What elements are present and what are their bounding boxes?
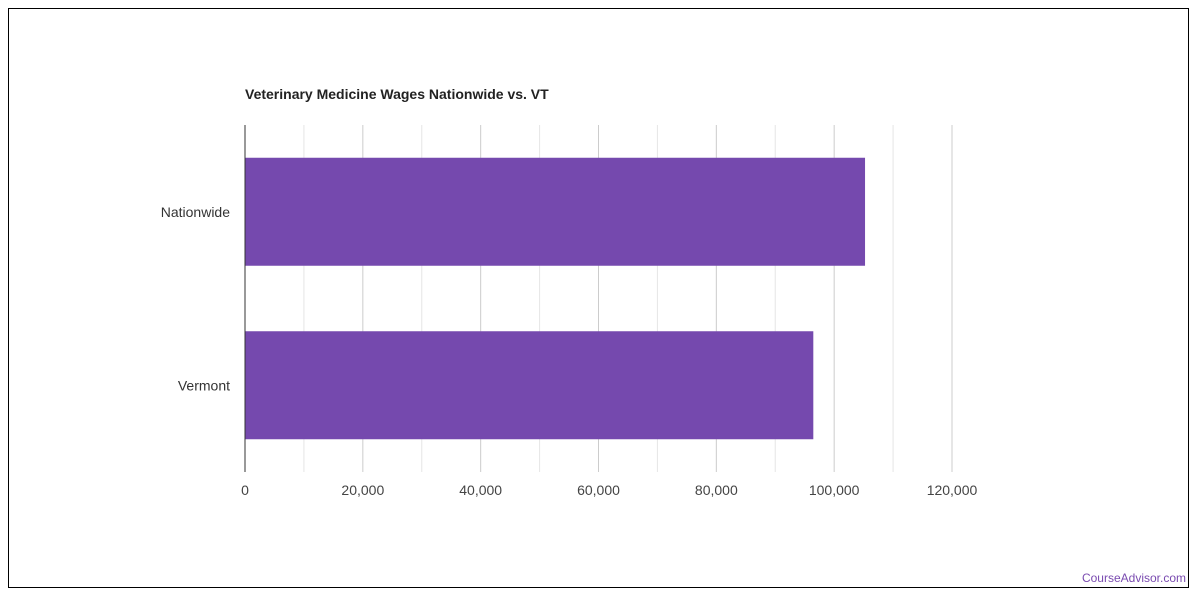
- bar-nationwide: [245, 157, 866, 266]
- chart-title: Veterinary Medicine Wages Nationwide vs.…: [245, 86, 549, 102]
- x-tick-label: 40,000: [459, 482, 502, 498]
- bars: [245, 157, 866, 440]
- category-label: Nationwide: [161, 204, 230, 220]
- bar-vermont: [245, 331, 814, 440]
- x-tick-label: 60,000: [577, 482, 620, 498]
- watermark: CourseAdvisor.com: [1081, 571, 1186, 585]
- x-tick-label: 20,000: [341, 482, 384, 498]
- x-tick-label: 80,000: [695, 482, 738, 498]
- labels: Nationwide Vermont 0 20,000 40,000 60,000 80,0…: [161, 204, 978, 498]
- x-tick-label: 0: [241, 482, 249, 498]
- x-tick-label: 120,000: [927, 482, 978, 498]
- category-label: Vermont: [178, 377, 230, 393]
- x-tick-label: 100,000: [809, 482, 860, 498]
